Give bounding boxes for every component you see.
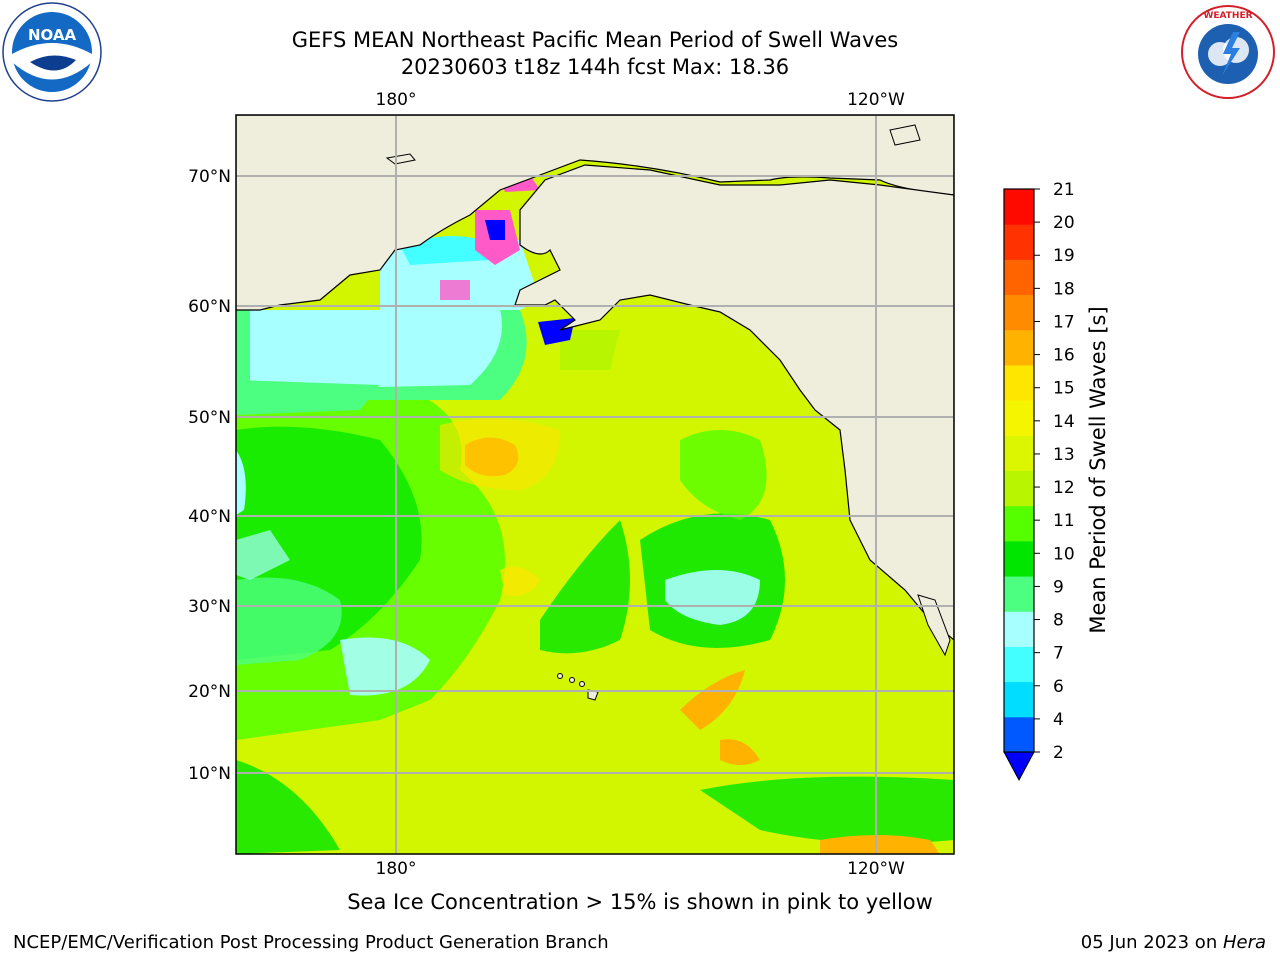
lat-label-40n: 40°N — [188, 507, 231, 527]
colorbar-frame — [1003, 188, 1035, 753]
colorbar-tick-label: 8 — [1053, 611, 1064, 631]
lat-label-70n: 70°N — [188, 167, 231, 187]
lat-label-50n: 50°N — [188, 408, 231, 428]
swell-period-field — [236, 118, 954, 854]
colorbar-tick-label: 18 — [1053, 279, 1075, 299]
colorbar-segment — [1004, 576, 1034, 612]
colorbar-segment — [1004, 470, 1034, 507]
map-frame — [235, 114, 955, 855]
footer-credit: NCEP/EMC/Verification Post Processing Pr… — [13, 932, 609, 953]
noaa-logo: NOAA — [2, 2, 102, 102]
colorbar-segment — [1004, 329, 1034, 366]
colorbar-tick-label: 17 — [1053, 312, 1075, 332]
colorbar-segment — [1004, 435, 1034, 471]
lon-label-bottom-180: 180° — [376, 859, 417, 879]
colorbar-tick-label: 13 — [1053, 445, 1075, 465]
colorbar-segment — [1004, 611, 1034, 647]
colorbar-segment — [1004, 400, 1034, 436]
footer-date-text: 05 Jun 2023 on — [1080, 932, 1223, 953]
footer-date: 05 Jun 2023 on Hera — [1081, 932, 1266, 953]
graticule — [236, 115, 954, 854]
land-masses — [236, 115, 954, 701]
lat-label-10n: 10°N — [188, 764, 231, 784]
colorbar-tick-label: 15 — [1053, 379, 1075, 399]
colorbar-tick-label: 4 — [1053, 710, 1064, 730]
lat-label-60n: 60°N — [188, 297, 231, 317]
colorbar-segment — [1004, 646, 1034, 683]
colorbar-label: Mean Period of Swell Waves [s] — [1086, 306, 1110, 633]
colorbar-tick-label: 19 — [1053, 246, 1075, 266]
colorbar-segment — [1004, 259, 1034, 296]
colorbar-segment — [1004, 540, 1034, 577]
colorbar-segment — [1004, 681, 1034, 718]
map-title: GEFS MEAN Northeast Pacific Mean Period … — [291, 28, 899, 52]
nws-logo: WEATHER — [1180, 4, 1276, 100]
colorbar-tick-label: 2 — [1053, 743, 1064, 763]
colorbar-tick-label: 11 — [1053, 511, 1075, 531]
colorbar-tick-label: 10 — [1053, 544, 1075, 564]
colorbar-tick-label: 21 — [1053, 180, 1075, 200]
svg-text:NOAA: NOAA — [28, 26, 77, 44]
map-area — [236, 115, 954, 854]
colorbar: 2 4 6 7 8 9 10 11 12 13 14 15 16 17 18 19 20 21 — [1003, 180, 1075, 782]
lon-label-top-180: 180° — [376, 90, 417, 110]
lon-label-bottom-120w: 120°W — [847, 859, 905, 879]
colorbar-segment — [1004, 224, 1034, 260]
svg-text:WEATHER: WEATHER — [1203, 11, 1252, 21]
lat-label-20n: 20°N — [188, 682, 231, 702]
footer-host: Hera — [1222, 932, 1266, 953]
colorbar-segment — [1004, 505, 1034, 542]
lon-label-top-120w: 120°W — [847, 90, 905, 110]
colorbar-tick-label: 9 — [1053, 577, 1064, 597]
colorbar-tick-label: 12 — [1053, 478, 1075, 498]
lat-label-30n: 30°N — [188, 597, 231, 617]
colorbar-segment — [1004, 189, 1034, 225]
colorbar-tick-label: 20 — [1053, 213, 1075, 233]
colorbar-segment — [1004, 364, 1034, 401]
sea-ice-note: Sea Ice Concentration > 15% is shown in … — [347, 890, 933, 914]
map-subtitle: 20230603 t18z 144h fcst Max: 18.36 — [400, 55, 790, 79]
colorbar-tick-label: 16 — [1053, 346, 1075, 366]
colorbar-tick-label: 14 — [1053, 412, 1075, 432]
colorbar-tick-label: 7 — [1053, 644, 1064, 664]
colorbar-segment — [1004, 294, 1034, 331]
colorbar-segment — [1004, 716, 1034, 753]
colorbar-tick-label: 6 — [1053, 677, 1064, 697]
colorbar-under-triangle — [1003, 751, 1035, 782]
